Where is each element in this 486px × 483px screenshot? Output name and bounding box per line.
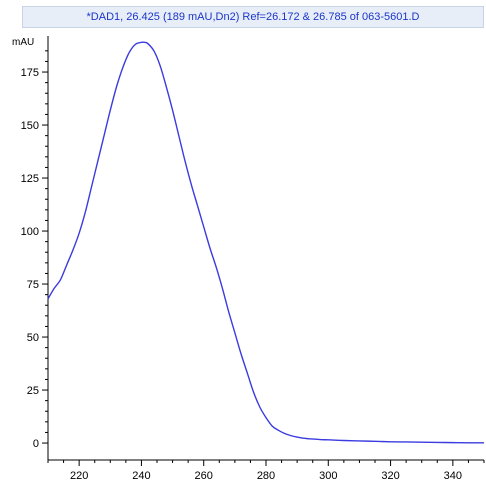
y-tick-label: 150 xyxy=(21,120,39,132)
y-tick-label: 25 xyxy=(27,385,39,397)
x-tick-label: 240 xyxy=(132,470,150,482)
chart-title: *DAD1, 26.425 (189 mAU,Dn2) Ref=26.172 &… xyxy=(86,11,420,23)
y-tick-label: 175 xyxy=(21,67,39,79)
y-tick-label: 50 xyxy=(27,332,39,344)
y-tick-label: 100 xyxy=(21,226,39,238)
y-tick-label: 75 xyxy=(27,279,39,291)
x-tick-label: 280 xyxy=(257,470,275,482)
chart-series xyxy=(47,41,485,444)
x-tick-label: 340 xyxy=(444,470,462,482)
x-tick-label: 320 xyxy=(381,470,399,482)
chart-ticks: 0 25 50 75 100 125 150 175 220 240 260 280 300 320 340 xyxy=(21,50,485,482)
y-tick-label: 125 xyxy=(21,173,39,185)
y-axis-unit-label: mAU xyxy=(12,37,34,48)
spectrum-trace-line xyxy=(47,41,485,444)
x-tick-label: 300 xyxy=(319,470,337,482)
x-tick-label: 220 xyxy=(70,470,88,482)
x-tick-label: 260 xyxy=(195,470,213,482)
y-tick-label: 0 xyxy=(33,438,39,450)
chart-title-bar: *DAD1, 26.425 (189 mAU,Dn2) Ref=26.172 &… xyxy=(22,6,484,28)
